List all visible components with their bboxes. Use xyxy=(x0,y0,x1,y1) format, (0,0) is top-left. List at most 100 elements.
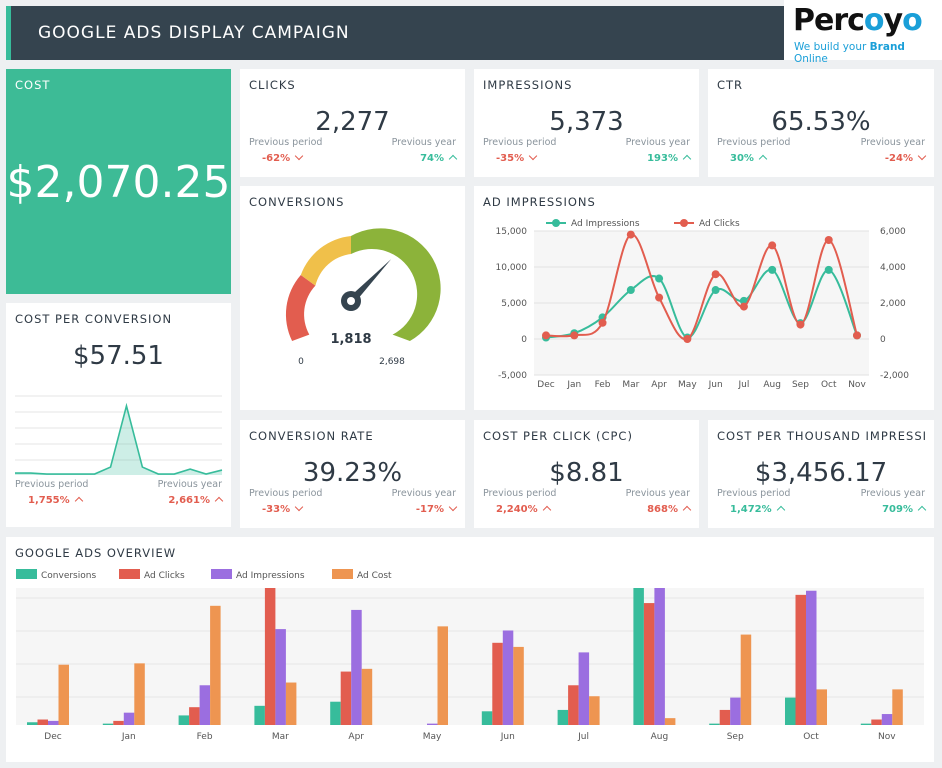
cost-per-conversion-tile[interactable]: COST PER CONVERSION $57.51 Previous peri… xyxy=(6,303,231,527)
x-tick: Apr xyxy=(348,732,364,742)
impressions-label: IMPRESSIONS xyxy=(483,78,573,92)
gauge-max: 2,698 xyxy=(379,357,405,367)
overview-bar-chart: Conversions Ad Clicks Ad Impressions Ad Cos… xyxy=(16,569,924,742)
bar xyxy=(578,652,590,725)
x-tick: Sep xyxy=(792,380,809,390)
gauge-min: 0 xyxy=(298,357,304,367)
cpm-label: COST PER THOUSAND IMPRESSIO... xyxy=(717,429,925,443)
bar xyxy=(178,715,190,725)
gauge-segment-low xyxy=(285,275,316,341)
logo-tagline: We build your Brand Online xyxy=(794,41,905,65)
cpm-tile[interactable]: COST PER THOUSAND IMPRESSIO... $3,456.17… xyxy=(708,420,934,528)
bar xyxy=(58,664,69,725)
data-point xyxy=(739,302,748,311)
prev-period-label: Previous period xyxy=(483,137,557,148)
prev-period-change: -33% xyxy=(262,502,304,515)
data-point xyxy=(796,320,805,329)
impressions-tile[interactable]: IMPRESSIONS 5,373 Previous period Previo… xyxy=(474,69,699,177)
conversion-rate-value: 39.23% xyxy=(302,458,403,488)
conversions-tile[interactable]: CONVERSIONS 1,818 0 2,698 xyxy=(240,186,465,410)
legend-swatch xyxy=(211,569,232,579)
prev-year-change: 193% xyxy=(647,153,692,164)
cost-value: $2,070.25 xyxy=(6,157,231,208)
bar xyxy=(860,723,872,725)
data-point xyxy=(626,286,635,295)
arrow-up-icon xyxy=(682,505,692,515)
gauge-needle xyxy=(348,259,392,304)
y-tick-left: -5,000 xyxy=(498,371,527,381)
cpm-value: $3,456.17 xyxy=(754,458,888,488)
y-tick-right: 2,000 xyxy=(880,299,906,309)
x-tick: May xyxy=(423,732,442,742)
gauge-value: 1,818 xyxy=(330,332,371,347)
legend-label: Ad Clicks xyxy=(699,219,740,229)
bar xyxy=(740,634,752,725)
gauge-hub-center xyxy=(347,297,355,305)
bar xyxy=(502,630,514,725)
x-tick: Aug xyxy=(651,732,669,742)
bar xyxy=(654,588,665,725)
prev-period-label: Previous period xyxy=(717,488,791,499)
ad-impressions-tile[interactable]: AD IMPRESSIONS 15,000 6,000 10,000 4,000 5,0… xyxy=(474,186,934,410)
x-tick: Jul xyxy=(577,732,589,742)
data-point xyxy=(768,265,777,274)
overview-tile[interactable]: GOOGLE ADS OVERVIEW Conversions Ad Clicks… xyxy=(6,537,934,762)
prev-year-label: Previous year xyxy=(625,137,690,148)
bar xyxy=(330,701,341,725)
x-tick: Jan xyxy=(566,380,581,390)
data-point xyxy=(655,293,664,302)
x-tick: Sep xyxy=(727,732,744,742)
cost-per-conversion-sparkline xyxy=(15,395,223,475)
bar xyxy=(285,682,297,725)
bar xyxy=(719,709,731,725)
bar xyxy=(730,697,741,725)
ctr-tile[interactable]: CTR 65.53% Previous period Previous year… xyxy=(708,69,934,177)
cpc-label: COST PER CLICK (CPC) xyxy=(483,429,633,443)
bar xyxy=(427,723,438,725)
conversion-rate-label: CONVERSION RATE xyxy=(249,429,374,443)
x-tick: Oct xyxy=(803,732,819,742)
conversions-gauge: 1,818 0 2,698 xyxy=(285,228,441,367)
bar xyxy=(557,709,569,725)
ad-impressions-label: AD IMPRESSIONS xyxy=(483,195,596,209)
bar xyxy=(351,609,362,725)
dashboard-title: GOOGLE ADS DISPLAY CAMPAIGN xyxy=(38,23,350,43)
conversion-rate-tile[interactable]: CONVERSION RATE 39.23% Previous period P… xyxy=(240,420,465,528)
prev-period-change: -62% xyxy=(262,151,304,164)
data-point xyxy=(711,286,720,295)
cpc-tile[interactable]: COST PER CLICK (CPC) $8.81 Previous peri… xyxy=(474,420,699,528)
prev-period-change: 30% xyxy=(730,153,768,164)
y-tick-right: 6,000 xyxy=(880,227,906,237)
clicks-tile[interactable]: CLICKS 2,277 Previous period Previous ye… xyxy=(240,69,465,177)
x-tick: Jun xyxy=(500,732,515,742)
prev-year-change: 74% xyxy=(420,153,458,164)
x-tick: Apr xyxy=(651,380,667,390)
prev-period-change: -35% xyxy=(496,151,538,164)
prev-year-change: 2,661% xyxy=(168,495,224,506)
sparkline-line xyxy=(15,402,223,475)
data-point xyxy=(598,318,607,327)
data-point xyxy=(655,274,664,283)
bar xyxy=(871,719,882,725)
data-point xyxy=(824,265,833,274)
prev-year-label: Previous year xyxy=(860,137,925,148)
bar xyxy=(816,689,827,725)
data-point xyxy=(853,331,861,340)
x-tick: Jun xyxy=(708,380,723,390)
cost-tile[interactable]: COST $2,070.25 xyxy=(6,69,231,294)
bar xyxy=(633,588,644,725)
prev-year-label: Previous year xyxy=(860,488,925,499)
data-point xyxy=(626,230,635,239)
prev-period-change: 2,240% xyxy=(496,504,551,515)
legend-label: Ad Cost xyxy=(357,571,392,581)
y-tick-right: 4,000 xyxy=(880,263,906,273)
cpc-value: $8.81 xyxy=(549,458,624,488)
legend-label: Ad Impressions xyxy=(571,219,640,229)
legend-marker xyxy=(552,219,560,227)
impressions-value: 5,373 xyxy=(549,107,624,137)
sparkline-area xyxy=(15,405,222,475)
arrow-up-icon xyxy=(682,154,692,164)
legend-marker xyxy=(680,219,688,227)
legend-label: Conversions xyxy=(41,571,96,581)
bar xyxy=(492,642,503,725)
